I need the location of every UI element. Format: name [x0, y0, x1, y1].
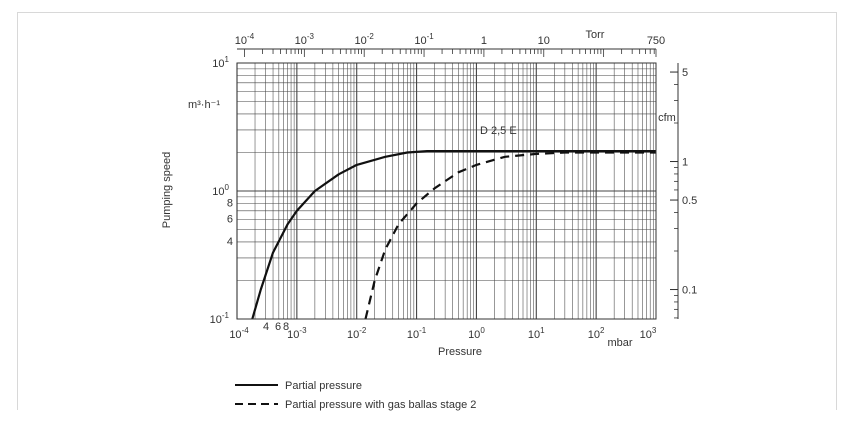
- right-axis-unit: cfm: [658, 112, 676, 124]
- figure-frame: [17, 12, 837, 410]
- y-tick-label: 101: [212, 55, 229, 70]
- right-tick-label: 5: [682, 67, 688, 79]
- x-minor-tick-label: 8: [283, 321, 289, 333]
- right-tick-label: 1: [682, 157, 688, 169]
- x-axis-label: Pressure: [438, 346, 482, 358]
- series-gas-ballast: [364, 151, 656, 320]
- right-tick-label: 0.1: [682, 285, 697, 297]
- y-axis-label: Pumping speed: [161, 152, 173, 228]
- model-annotation: D 2,5 E: [480, 125, 517, 137]
- legend-label-gas-ballast: Partial pressure with gas ballas stage 2: [285, 399, 476, 411]
- y-minor-tick-label: 6: [227, 213, 233, 225]
- x-tick-label: 100: [468, 326, 485, 341]
- y-tick-labels: 10-1 100 101 4 6 8: [210, 55, 233, 326]
- x-tick-label: 10-2: [347, 326, 367, 341]
- y-tick-label: 10-1: [210, 311, 230, 326]
- top-tick-label: 10-4: [235, 32, 255, 47]
- plot-frame: [236, 62, 657, 320]
- y-axis-unit: m³·h⁻¹: [188, 99, 220, 111]
- right-axis-ticks: 5 1 0.5 0.1: [670, 63, 697, 319]
- top-axis-unit: Torr: [586, 29, 605, 41]
- x-minor-tick-label: 6: [275, 321, 281, 333]
- series-partial-pressure: [251, 150, 656, 320]
- top-tick-label: 1: [481, 35, 487, 47]
- x-tick-label: 101: [528, 326, 545, 341]
- x-minor-tick-label: 4: [263, 321, 269, 333]
- y-minor-tick-label: 8: [227, 197, 233, 209]
- top-tick-label: 750: [647, 35, 665, 47]
- x-tick-label: 103: [640, 326, 657, 341]
- x-axis-unit: mbar: [607, 337, 632, 349]
- top-axis-ticks: 10-4 10-3 10-2 10-1 1 10 750: [235, 32, 665, 57]
- x-tick-labels: 10-4 10-3 10-2 10-1 100 101 102 103 4 6 8: [229, 321, 657, 341]
- right-tick-label: 0.5: [682, 195, 697, 207]
- y-minor-tick-label: 4: [227, 236, 233, 248]
- legend: Partial pressure Partial pressure with g…: [235, 380, 476, 411]
- series-group: [251, 150, 656, 320]
- top-tick-label: 10-2: [355, 32, 375, 47]
- top-tick-label: 10-1: [414, 32, 434, 47]
- top-tick-label: 10-3: [295, 32, 315, 47]
- x-tick-label: 10-4: [229, 326, 249, 341]
- grid: [236, 63, 656, 320]
- legend-label-partial-pressure: Partial pressure: [285, 380, 362, 392]
- x-tick-label: 10-3: [287, 326, 307, 341]
- x-tick-label: 10-1: [407, 326, 427, 341]
- x-tick-label: 102: [588, 326, 605, 341]
- top-tick-label: 10: [538, 35, 550, 47]
- y-tick-label: 100: [212, 183, 229, 198]
